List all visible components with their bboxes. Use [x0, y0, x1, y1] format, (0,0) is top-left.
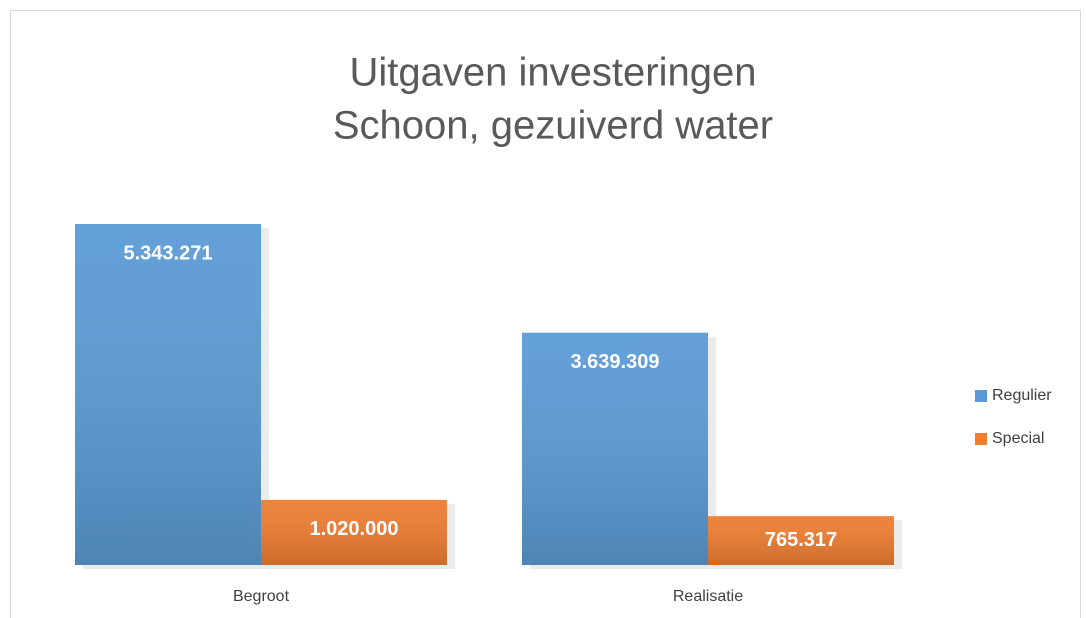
chart-title: Schoon, gezuiverd water — [333, 104, 773, 148]
bar-shade — [708, 516, 894, 565]
bar-shade — [75, 224, 261, 565]
data-label: 3.639.309 — [571, 351, 660, 373]
data-label: 765.317 — [765, 529, 837, 551]
legend-swatch — [975, 433, 987, 445]
x-tick-label: Realisatie — [673, 588, 743, 605]
data-label: 5.343.271 — [124, 242, 213, 264]
chart-title: Uitgaven investeringen — [350, 51, 757, 95]
legend-label: Special — [992, 430, 1044, 447]
bar-shade — [261, 499, 447, 565]
data-label: 1.020.000 — [310, 518, 399, 540]
legend-label: Regulier — [992, 387, 1052, 404]
legend-swatch — [975, 390, 987, 402]
x-tick-label: Begroot — [233, 588, 290, 605]
bar-shade — [522, 332, 708, 565]
